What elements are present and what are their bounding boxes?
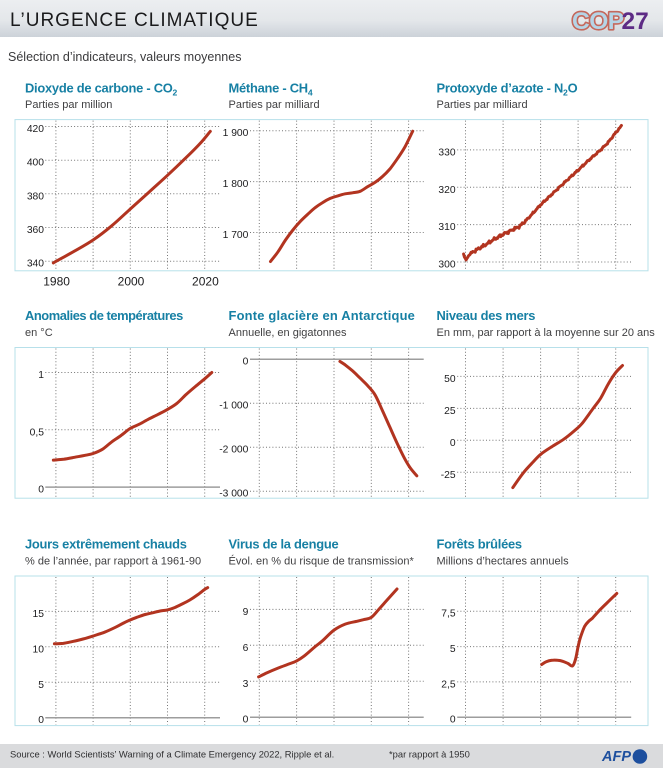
svg-text:0: 0 [243,715,249,726]
svg-text:Évol. en % du risque de transm: Évol. en % du risque de transmission* [229,555,415,568]
svg-text:1 800: 1 800 [223,179,249,190]
svg-text:*par rapport à 1950: *par rapport à 1950 [389,749,470,760]
svg-text:3: 3 [243,679,249,690]
svg-text:50: 50 [444,374,456,385]
svg-text:Millions d’hectares annuels: Millions d’hectares annuels [437,556,570,568]
svg-text:Forêts brûlées: Forêts brûlées [437,537,522,552]
svg-text:Jours extrêmement chauds: Jours extrêmement chauds [25,537,187,552]
svg-text:Annuelle, en gigatonnes: Annuelle, en gigatonnes [229,327,348,339]
svg-text:0: 0 [38,715,44,726]
svg-text:Parties par milliard: Parties par milliard [437,99,528,111]
svg-text:420: 420 [27,124,44,135]
svg-text:1 900: 1 900 [223,128,249,139]
svg-text:Protoxyde d’azote - N2O: Protoxyde d’azote - N2O [437,80,578,97]
svg-text:-1 000: -1 000 [219,401,248,412]
svg-text:Méthane - CH4: Méthane - CH4 [229,80,313,97]
svg-text:7,5: 7,5 [441,609,456,620]
svg-text:5: 5 [450,644,456,655]
svg-text:Niveau des mers: Niveau des mers [437,308,536,323]
svg-text:1 700: 1 700 [223,230,249,241]
svg-text:Virus de la dengue: Virus de la dengue [229,537,339,552]
svg-text:300: 300 [438,260,455,271]
svg-text:-25: -25 [441,470,456,481]
svg-text:-2 000: -2 000 [219,445,248,456]
svg-text:L’URGENCE CLIMATIQUE: L’URGENCE CLIMATIQUE [10,10,259,31]
svg-text:2,5: 2,5 [441,679,456,690]
svg-text:6: 6 [243,643,249,654]
svg-text:AFP: AFP [601,749,631,765]
svg-text:15: 15 [33,609,45,620]
svg-text:0,5: 0,5 [30,427,45,438]
svg-text:Parties par milliard: Parties par milliard [229,99,320,111]
svg-text:0: 0 [450,715,456,726]
svg-text:1: 1 [38,370,44,381]
svg-text:27: 27 [622,8,649,35]
svg-text:En mm, par rapport à la moyenn: En mm, par rapport à la moyenne sur 20 a… [437,327,656,339]
svg-text:0: 0 [450,438,456,449]
svg-text:-3 000: -3 000 [219,489,248,500]
svg-text:Sélection d’indicateurs, valeu: Sélection d’indicateurs, valeurs moyenne… [8,50,241,64]
svg-text:2000: 2000 [118,274,145,288]
svg-text:360: 360 [27,225,44,236]
svg-text:1980: 1980 [43,274,70,288]
svg-text:Source : World Scientists’ War: Source : World Scientists’ Warning of a … [10,749,334,760]
svg-text:COP: COP [572,8,624,35]
svg-text:9: 9 [243,607,249,618]
svg-text:2020: 2020 [192,274,219,288]
svg-text:310: 310 [438,222,455,233]
svg-text:320: 320 [438,185,455,196]
svg-text:Parties par million: Parties par million [25,99,112,111]
svg-text:en °C: en °C [25,327,53,339]
svg-text:% de l’année, par rapport à 19: % de l’année, par rapport à 1961-90 [25,556,201,568]
svg-text:Dioxyde de carbone - CO2: Dioxyde de carbone - CO2 [25,80,178,97]
svg-text:25: 25 [444,406,456,417]
svg-text:380: 380 [27,191,44,202]
svg-text:Fonte glacière en Antarctique: Fonte glacière en Antarctique [229,308,416,323]
svg-text:5: 5 [38,680,44,691]
svg-text:340: 340 [27,259,44,270]
svg-text:0: 0 [243,357,249,368]
svg-text:330: 330 [438,147,455,158]
svg-text:10: 10 [33,644,45,655]
svg-text:0: 0 [38,485,44,496]
svg-text:Anomalies de températures: Anomalies de températures [25,308,183,323]
svg-text:400: 400 [27,158,44,169]
